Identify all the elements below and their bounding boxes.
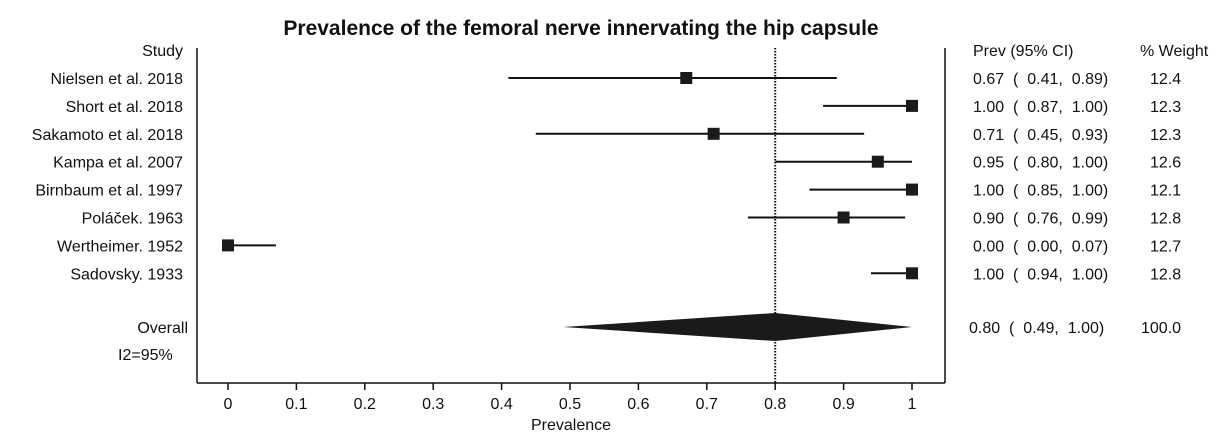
weight-text: 12.6 (1150, 155, 1181, 172)
overall-label: Overall (137, 320, 188, 337)
x-tick-label: 0.2 (354, 396, 376, 413)
estimate-marker (707, 127, 720, 140)
study-name: Nielsen et al. 2018 (50, 71, 183, 88)
weight-text: 12.3 (1150, 127, 1181, 144)
weight-text: 12.8 (1150, 211, 1181, 228)
estimate-marker (871, 155, 884, 168)
x-tick-label: 0.8 (764, 396, 786, 413)
estimate-marker (906, 267, 918, 280)
ci-text: 1.00 ( 0.94, 1.00) (973, 266, 1108, 283)
ci-text: 1.00 ( 0.87, 1.00) (973, 99, 1108, 116)
estimate-marker (680, 72, 693, 84)
overall-weight-text: 100.0 (1141, 320, 1181, 337)
study-row: Birnbaum et al. 1997 1.00 ( 0.85, 1.00) 12… (35, 183, 1181, 200)
chart-title: Prevalence of the femoral nerve innervat… (283, 17, 878, 40)
ci-text: 1.00 ( 0.85, 1.00) (973, 183, 1108, 200)
x-tick-label: 0.4 (490, 396, 512, 413)
ci-text: 0.95 ( 0.80, 1.00) (973, 155, 1108, 172)
weight-column-header: % Weight (1140, 43, 1209, 60)
weight-text: 12.1 (1150, 183, 1181, 200)
ci-column-header: Prev (95% CI) (973, 43, 1073, 60)
study-rows: Nielsen et al. 2018 0.67 ( 0.41, 0.89) 12.… (32, 71, 1181, 283)
study-name: Poláček. 1963 (82, 211, 184, 228)
estimate-marker (906, 183, 918, 196)
weight-text: 12.8 (1150, 266, 1181, 283)
x-tick-label: 0.1 (285, 396, 307, 413)
estimate-marker (837, 211, 850, 224)
study-row: Short et al. 2018 1.00 ( 0.87, 1.00) 12.3 (66, 99, 1182, 116)
study-row: Sakamoto et al. 2018 0.71 ( 0.45, 0.93) 12… (32, 127, 1181, 144)
x-tick-label: 0.5 (559, 396, 581, 413)
overall-diamond (563, 313, 912, 341)
ci-text: 0.90 ( 0.76, 0.99) (973, 211, 1108, 228)
study-name: Wertheimer. 1952 (57, 238, 183, 255)
study-column-header: Study (142, 43, 183, 60)
overall-row: Overall 0.80 ( 0.49, 1.00) 100.0 (137, 313, 1181, 341)
weight-text: 12.4 (1150, 71, 1181, 88)
x-tick-label: 0 (224, 396, 233, 413)
study-name: Birnbaum et al. 1997 (35, 183, 183, 200)
weight-text: 12.7 (1150, 238, 1181, 255)
weight-text: 12.3 (1150, 99, 1181, 116)
study-row: Wertheimer. 1952 0.00 ( 0.00, 0.07) 12.7 (57, 238, 1181, 255)
x-axis-label: Prevalence (531, 417, 611, 433)
study-name: Sakamoto et al. 2018 (32, 127, 183, 144)
x-tick-label: 1 (908, 396, 917, 413)
study-row: Sadovsky. 1933 1.00 ( 0.94, 1.00) 12.8 (70, 266, 1181, 283)
study-name: Sadovsky. 1933 (70, 266, 183, 283)
ci-text: 0.71 ( 0.45, 0.93) (973, 127, 1108, 144)
x-tick-label: 0.9 (832, 396, 854, 413)
study-row: Nielsen et al. 2018 0.67 ( 0.41, 0.89) 12.… (50, 71, 1181, 88)
x-tick-label: 0.7 (696, 396, 718, 413)
heterogeneity-label: I2=95% (118, 347, 173, 364)
study-name: Kampa et al. 2007 (53, 155, 183, 172)
estimate-marker (222, 239, 234, 252)
x-axis-ticks: 0 0.1 0.2 0.3 0.4 0.5 0.6 0.7 0.8 0.9 1 (224, 383, 917, 413)
overall-ci-text: 0.80 ( 0.49, 1.00) (969, 320, 1104, 337)
x-tick-label: 0.6 (627, 396, 649, 413)
ci-text: 0.00 ( 0.00, 0.07) (973, 238, 1108, 255)
study-row: Kampa et al. 2007 0.95 ( 0.80, 1.00) 12.6 (53, 155, 1181, 172)
x-tick-label: 0.3 (422, 396, 444, 413)
study-name: Short et al. 2018 (66, 99, 184, 116)
ci-text: 0.67 ( 0.41, 0.89) (973, 71, 1108, 88)
study-row: Poláček. 1963 0.90 ( 0.76, 0.99) 12.8 (82, 211, 1182, 228)
estimate-marker (906, 99, 918, 112)
